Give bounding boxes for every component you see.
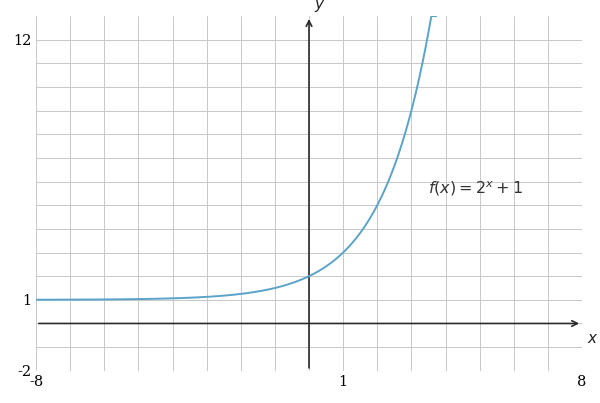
Text: $y$: $y$ bbox=[314, 0, 326, 14]
Text: $x$: $x$ bbox=[587, 332, 599, 346]
Text: $\mathit{f}(x) = 2^x + 1$: $\mathit{f}(x) = 2^x + 1$ bbox=[428, 179, 523, 198]
